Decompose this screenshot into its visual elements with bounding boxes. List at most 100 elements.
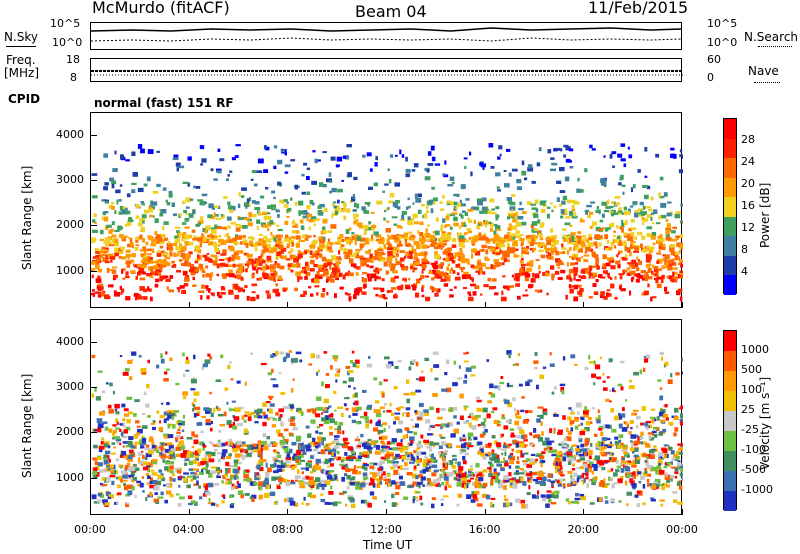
power-cell	[495, 172, 501, 177]
velocity-cell	[385, 478, 391, 482]
power-cell	[233, 283, 239, 288]
power-cell	[647, 283, 650, 288]
power-cell	[380, 287, 385, 293]
power-cell	[682, 221, 683, 224]
velocity-cell	[589, 502, 595, 505]
power-cell	[272, 222, 276, 225]
velocity-cell	[160, 477, 165, 482]
power-cell	[412, 202, 415, 205]
power-cell	[658, 249, 661, 254]
power-cell	[316, 292, 319, 296]
velocity-cell	[383, 475, 387, 480]
power-cell	[511, 233, 517, 238]
velocity-cell	[587, 416, 592, 421]
velocity-cell	[375, 413, 382, 418]
power-cell	[434, 254, 440, 259]
power-cell	[509, 247, 516, 252]
velocity-cell	[113, 430, 117, 434]
power-cell	[596, 265, 600, 270]
power-cell	[628, 228, 633, 232]
velocity-cell	[235, 443, 241, 449]
power-cell	[617, 210, 623, 213]
power-cell	[655, 222, 661, 225]
power-cell	[546, 213, 550, 219]
velocity-cell	[115, 476, 120, 480]
power-cell	[352, 194, 355, 199]
velocity-cell	[573, 500, 579, 504]
power-cell	[374, 256, 379, 261]
power-cell	[235, 274, 241, 279]
velocity-cell	[518, 472, 524, 475]
velocity-cell	[345, 456, 352, 460]
velocity-cell	[329, 426, 333, 430]
velocity-cell	[400, 444, 404, 449]
power-cell	[567, 242, 573, 245]
velocity-cell	[352, 456, 356, 459]
velocity-cell	[119, 428, 122, 432]
power-cell	[91, 239, 96, 243]
velocity-cell	[316, 396, 322, 401]
velocity-cell	[522, 444, 528, 447]
power-cell	[229, 209, 234, 214]
power-cell	[316, 253, 320, 256]
power-colorbar-tick-label: 8	[741, 243, 748, 256]
velocity-cell	[557, 429, 563, 433]
power-cell	[566, 275, 569, 280]
velocity-cell	[408, 366, 412, 371]
velocity-cell	[111, 452, 116, 455]
power-cell	[614, 276, 617, 280]
power-cell	[487, 277, 492, 282]
power-cell	[141, 254, 145, 258]
velocity-cell	[501, 448, 507, 451]
power-cell	[152, 261, 158, 264]
velocity-cell	[676, 456, 680, 460]
power-cell	[511, 274, 514, 278]
power-cell	[201, 270, 206, 273]
power-cell	[453, 193, 459, 197]
power-cell	[236, 235, 243, 240]
power-cell	[345, 229, 350, 234]
power-cell	[499, 153, 502, 157]
power-cell	[444, 160, 447, 165]
power-cell	[630, 270, 636, 275]
power-cell	[275, 292, 281, 297]
power-cell	[180, 262, 185, 267]
power-cell	[669, 244, 676, 249]
velocity-cell	[459, 450, 464, 455]
power-cell	[117, 249, 124, 254]
power-cell	[509, 201, 516, 206]
power-cell	[306, 217, 309, 222]
power-cell	[642, 205, 646, 210]
power-cell	[394, 203, 399, 208]
velocity-cell	[654, 418, 657, 422]
power-cell	[142, 271, 146, 275]
velocity-cell	[674, 458, 679, 461]
power-cell	[630, 231, 635, 237]
power-cell	[181, 234, 185, 239]
velocity-cell	[501, 452, 504, 456]
power-cell	[131, 182, 137, 185]
power-cell	[482, 271, 486, 275]
velocity-cell	[643, 355, 646, 358]
velocity-cell	[376, 409, 381, 414]
power-cell	[297, 250, 301, 254]
velocity-cell	[676, 481, 680, 487]
power-cell	[119, 184, 123, 187]
velocity-cell	[397, 359, 402, 363]
power-cell	[252, 266, 257, 271]
velocity-cell	[392, 463, 398, 469]
power-colorbar-tick-label: 4	[741, 265, 748, 278]
velocity-cell	[534, 495, 539, 499]
power-cell	[421, 258, 426, 264]
power-cell	[206, 253, 210, 255]
velocity-cell	[415, 459, 421, 464]
velocity-cell	[539, 455, 545, 459]
velocity-cell	[629, 379, 632, 383]
power-cell	[347, 249, 353, 254]
power-cell	[635, 278, 640, 283]
velocity-cell	[598, 497, 602, 502]
power-cell	[311, 253, 315, 258]
power-cell	[436, 242, 440, 248]
power-cell	[497, 156, 501, 160]
velocity-cell	[203, 467, 208, 471]
